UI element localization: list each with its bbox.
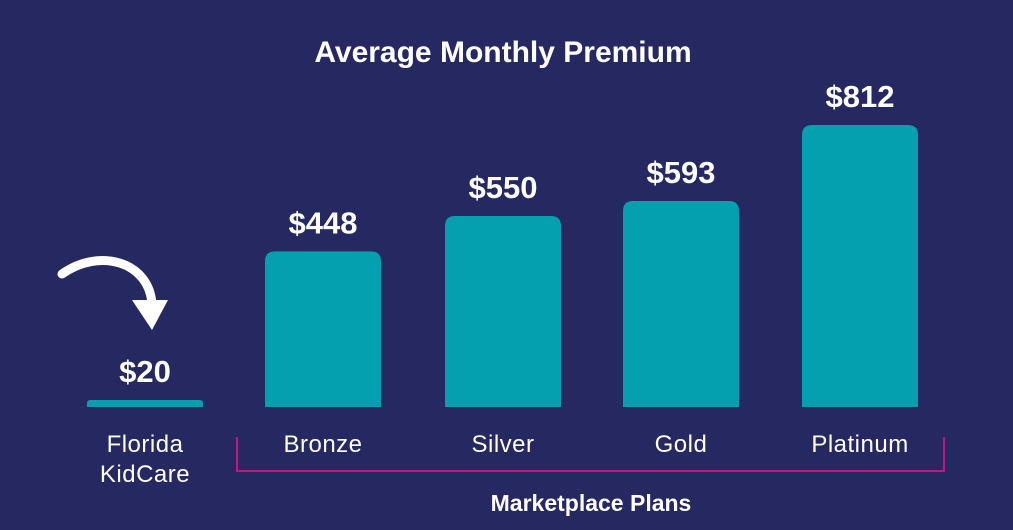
category-labels-group: Florida KidCare Bronze Silver Gold Platinum bbox=[100, 431, 908, 488]
category-label: Silver bbox=[471, 431, 534, 458]
chart-title: Average Monthly Premium bbox=[314, 36, 691, 69]
category-label: Florida KidCare bbox=[100, 431, 190, 488]
value-label: $550 bbox=[469, 170, 538, 205]
bar-silver bbox=[445, 215, 561, 407]
curved-arrow-icon bbox=[57, 255, 168, 330]
bar-gold bbox=[623, 201, 739, 407]
bar-bronze bbox=[265, 251, 381, 407]
bar-platinum bbox=[802, 125, 918, 407]
bar-florida-kidcare bbox=[87, 400, 203, 407]
value-labels-group: $20 $448 $550 $593 $812 bbox=[119, 79, 894, 389]
category-label: Bronze bbox=[283, 431, 362, 458]
value-label: $20 bbox=[119, 354, 171, 389]
value-label: $812 bbox=[826, 79, 895, 114]
marketplace-group-label: Marketplace Plans bbox=[491, 490, 692, 516]
bars-group bbox=[87, 125, 918, 407]
marketplace-bracket bbox=[236, 437, 945, 472]
value-label: $448 bbox=[289, 205, 358, 240]
value-label: $593 bbox=[647, 155, 716, 190]
category-label: Gold bbox=[655, 431, 708, 458]
category-label: Platinum bbox=[811, 431, 908, 458]
